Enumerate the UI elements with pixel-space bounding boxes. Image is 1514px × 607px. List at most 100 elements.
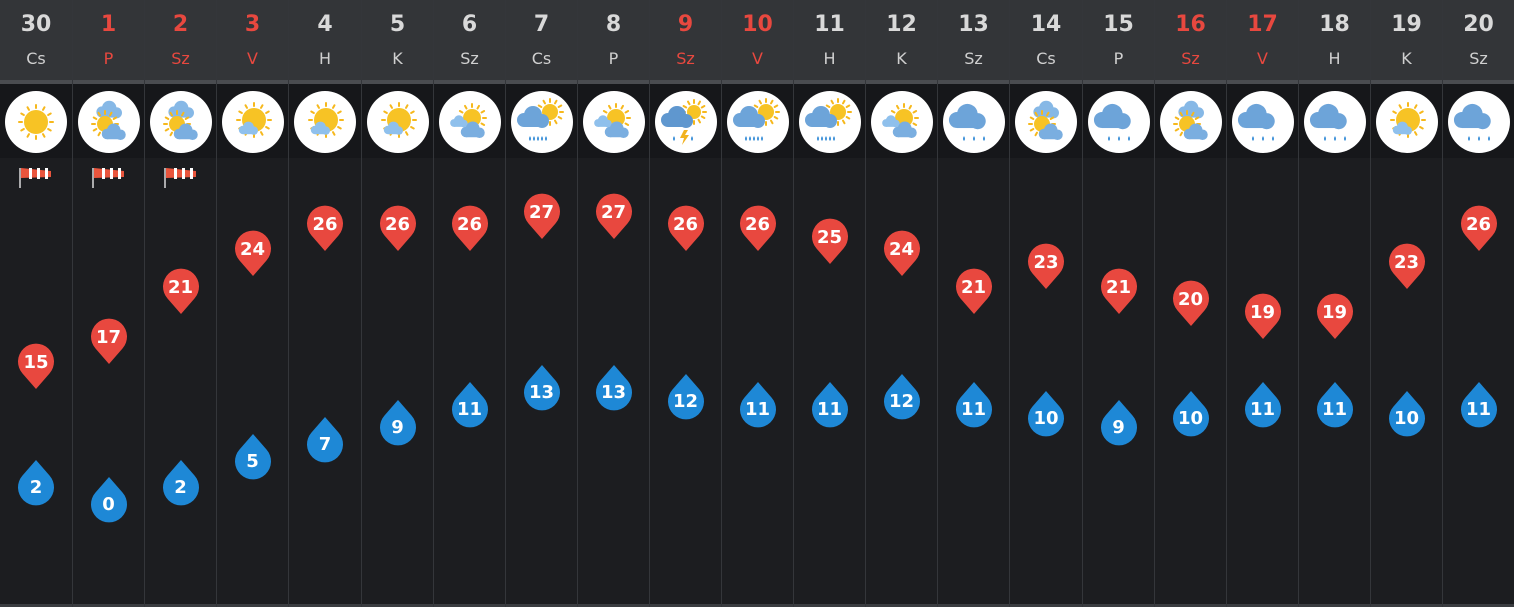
high-temp-value: 27 [600,201,627,223]
low-temp-value: 9 [1112,416,1125,438]
high-temp-marker: 25 [810,217,850,265]
low-temp-marker: 7 [305,416,345,464]
day-column[interactable]: 14 Cs 23 10 [1009,0,1082,607]
high-temp-value: 19 [1321,301,1348,323]
high-temp-value: 17 [95,326,122,348]
bottom-divider [0,604,1514,607]
day-column[interactable]: 20 Sz 26 11 [1442,0,1514,607]
day-weekday: V [1257,49,1268,68]
day-column[interactable]: 6 Sz 26 11 [433,0,505,607]
high-temp-marker: 26 [305,204,345,252]
rain-cloud-icon [1303,90,1367,154]
day-column[interactable]: 19 K 23 10 [1370,0,1442,607]
partly-cloudy-icon [582,90,646,154]
low-temp-marker: 11 [450,381,490,429]
high-temp-marker: 21 [161,267,201,315]
day-column[interactable]: 11 H 25 11 [793,0,865,607]
high-temp-value: 26 [456,214,483,235]
day-column[interactable]: 16 Sz 20 10 [1154,0,1226,607]
day-date: 20 [1463,12,1494,37]
high-temp-value: 21 [167,276,194,298]
low-temp-value: 0 [102,494,115,515]
high-temp-value: 24 [239,239,266,260]
day-weekday: Sz [460,49,479,68]
high-temp-marker: 23 [1026,242,1066,290]
day-weekday: K [1401,49,1412,68]
low-temp-marker: 9 [378,399,418,447]
low-temp-value: 11 [1249,399,1276,421]
day-weekday: Sz [676,49,695,68]
day-column[interactable]: 2 Sz 21 2 [144,0,216,607]
day-weekday: Sz [964,49,983,68]
low-temp-marker: 11 [810,381,850,429]
low-temp-marker: 13 [522,364,562,412]
day-date: 15 [1103,12,1134,37]
day-column[interactable]: 17 V 19 11 [1226,0,1298,607]
high-temp-value: 21 [960,276,987,298]
partly-cloudy-icon [870,90,934,154]
day-column[interactable]: 7 Cs 27 13 [505,0,577,607]
high-temp-value: 23 [1393,251,1420,273]
day-weekday: Cs [531,49,552,68]
high-temp-value: 26 [1465,214,1492,235]
low-temp-marker: 11 [1315,381,1355,429]
day-weekday: V [247,49,258,68]
day-column[interactable]: 30 Cs 15 2 [0,0,72,607]
low-temp-value: 10 [1033,408,1059,429]
windsock-icon [162,164,200,190]
low-temp-value: 10 [1393,408,1420,429]
rain-sun-cloud-icon [510,90,574,154]
day-weekday: K [392,49,403,68]
day-column[interactable]: 13 Sz 21 11 [937,0,1009,607]
high-temp-marker: 17 [89,317,129,365]
partly-cloudy-icon [438,90,502,154]
header-divider [0,80,1514,84]
low-temp-marker: 10 [1387,390,1427,438]
day-date: 17 [1247,12,1278,37]
day-column[interactable]: 4 H 26 7 [288,0,361,607]
rain-cloud-icon [1231,90,1295,154]
rain-cloud-icon [1447,90,1511,154]
day-date: 6 [461,12,478,37]
high-temp-marker: 21 [1099,267,1139,315]
high-temp-value: 27 [528,201,555,223]
day-column[interactable]: 10 V 26 11 [721,0,793,607]
high-temp-value: 20 [1177,289,1204,310]
day-column[interactable]: 18 H 19 11 [1298,0,1370,607]
low-temp-marker: 5 [233,433,273,481]
high-temp-marker: 19 [1243,292,1283,340]
high-temp-marker: 26 [1459,204,1499,252]
sun-small-cloud-icon [293,90,357,154]
day-date: 30 [20,12,52,37]
day-weekday: H [318,49,332,68]
day-column[interactable]: 1 P 17 0 [72,0,144,607]
day-date: 4 [317,12,333,37]
day-date: 5 [389,12,406,37]
day-date: 19 [1391,12,1422,37]
day-weekday: Cs [1036,49,1056,68]
low-temp-marker: 11 [1243,381,1283,429]
day-weekday: H [823,49,836,68]
day-column[interactable]: 15 P 21 9 [1082,0,1154,607]
low-temp-value: 9 [391,416,404,438]
low-temp-value: 13 [528,382,555,404]
day-column[interactable]: 3 V 24 5 [216,0,288,607]
day-column[interactable]: 9 Sz 26 12 [649,0,721,607]
high-temp-marker: 24 [882,229,922,277]
low-temp-value: 2 [174,476,187,498]
sun-behind-clouds-icon [1014,90,1078,154]
low-temp-value: 2 [29,476,43,498]
day-column[interactable]: 5 K 26 9 [361,0,433,607]
day-column[interactable]: 12 K 24 12 [865,0,937,607]
thunderstorm-icon [654,90,718,154]
day-column[interactable]: 8 P 27 13 [577,0,649,607]
high-temp-value: 24 [888,239,915,260]
day-weekday: K [896,49,907,68]
low-temp-marker: 12 [882,373,922,421]
high-temp-marker: 26 [378,204,418,252]
high-temp-value: 26 [384,214,411,235]
high-temp-value: 25 [816,226,843,248]
day-date: 2 [172,12,189,37]
low-temp-marker: 0 [89,476,129,524]
low-temp-marker: 12 [666,373,706,421]
